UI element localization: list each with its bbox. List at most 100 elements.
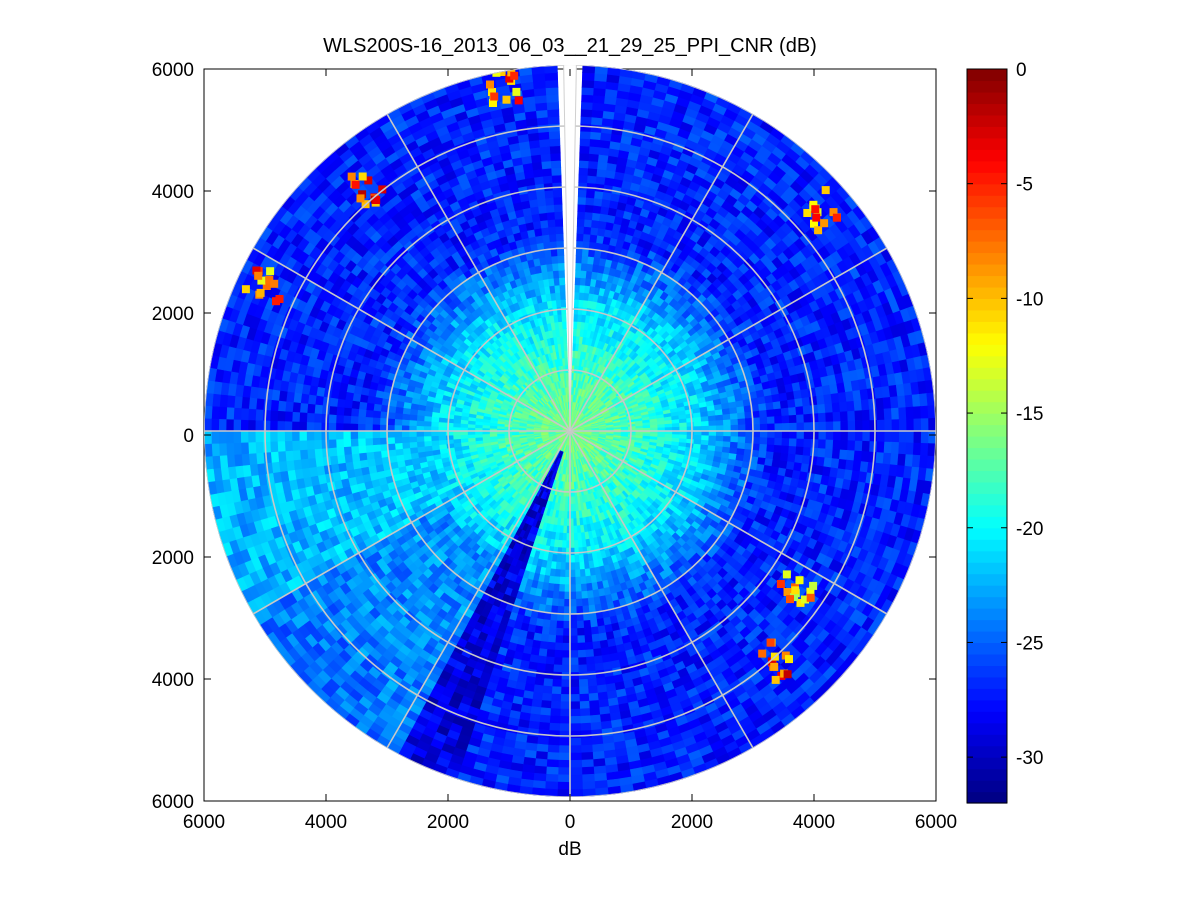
- ppi-cell: [569, 715, 581, 725]
- ppi-cell: [548, 722, 561, 732]
- ppi-cell: [816, 394, 826, 406]
- ppi-cell: [573, 554, 580, 564]
- ppi-cell: [587, 167, 598, 177]
- ppi-cell: [803, 422, 812, 432]
- ppi-cell: [737, 442, 746, 450]
- ppi-cell: [594, 72, 608, 82]
- ppi-cell: [579, 722, 592, 732]
- ppi-cell: [554, 642, 563, 651]
- ppi-cell: [913, 418, 922, 432]
- ppi-cell: [875, 397, 885, 410]
- ppi-cell: [552, 583, 560, 592]
- ppi-cell: [576, 218, 586, 227]
- ppi-cell: [536, 736, 549, 746]
- ppi-cell: [593, 655, 603, 665]
- ppi-cell: [539, 640, 549, 650]
- ppi-cell: [595, 175, 607, 185]
- ppi-cell: [569, 723, 581, 732]
- ppi-cell: [700, 416, 710, 423]
- ppi-cell: [861, 440, 871, 453]
- ppi-cell: [781, 422, 790, 432]
- ppi-cell: [596, 618, 605, 628]
- ppi-cell: [715, 435, 724, 443]
- ppi-cell: [708, 420, 717, 427]
- ppi-cell: [920, 418, 930, 432]
- ppi-cell: [766, 444, 775, 453]
- ppi-cell: [810, 439, 820, 449]
- ppi-cell: [592, 750, 605, 760]
- ppi-cell: [590, 131, 602, 141]
- ppi-cell: [869, 441, 878, 453]
- ppi-cell: [597, 154, 610, 164]
- ppi-cell: [837, 391, 847, 404]
- ppi-cell: [533, 677, 545, 687]
- ppi-cell: [787, 453, 797, 463]
- ppi-cell: [759, 416, 768, 425]
- ppi-cell: [596, 684, 608, 694]
- ppi-cell: [773, 444, 783, 454]
- ppi-cell: [548, 627, 557, 636]
- ppi-cell: [767, 423, 776, 432]
- ppi-cell: [592, 102, 605, 112]
- ppi-cell: [593, 87, 607, 97]
- ppi-cell: [693, 416, 702, 423]
- ppi-cell: [781, 438, 790, 447]
- ppi-cell: [587, 685, 598, 695]
- ppi-cell: [579, 138, 591, 147]
- ppi-cell: [578, 561, 585, 571]
- ppi-field: [204, 65, 936, 797]
- ppi-cell: [552, 664, 563, 673]
- ppi-cell: [559, 562, 566, 571]
- ppi-cell: [825, 421, 834, 432]
- ppi-cell: [833, 430, 842, 441]
- ppi-cell: [543, 670, 554, 680]
- chart-title: WLS200S-16_2013_06_03__21_29_25_PPI_CNR …: [323, 35, 817, 57]
- ppi-cell: [744, 417, 754, 426]
- ppi-cell: [573, 298, 580, 308]
- ppi-cell: [898, 442, 907, 455]
- ppi-cell: [557, 591, 565, 600]
- ppi-cell: [564, 576, 571, 586]
- ppi-cell: [591, 736, 604, 746]
- ppi-cell: [559, 569, 566, 578]
- ppi-cell: [904, 454, 914, 468]
- ppi-cell: [573, 532, 579, 542]
- ppi-cell: [876, 430, 886, 443]
- ppi-cell: [561, 664, 571, 673]
- ppi-cell: [701, 420, 710, 427]
- ppi-cell: [671, 422, 681, 428]
- ppi-cell: [575, 591, 583, 600]
- ppi-cell: [554, 635, 564, 644]
- ppi-cell: [803, 438, 812, 449]
- ppi-cell: [919, 393, 929, 407]
- ppi-cell: [693, 421, 703, 428]
- ppi-cell: [569, 620, 578, 629]
- ppi-cell: [537, 655, 547, 665]
- ppi-cell: [533, 765, 547, 775]
- ppi-cell: [560, 672, 571, 681]
- ppi-cell: [594, 780, 608, 790]
- ppi-cell: [532, 780, 546, 790]
- ppi-cell: [532, 684, 544, 694]
- ppi-cell: [795, 446, 805, 456]
- ppi-cell: [758, 450, 767, 459]
- ppi-cell: [771, 393, 781, 403]
- ppi-cell: [546, 759, 559, 768]
- ppi-cell: [578, 181, 588, 191]
- ppi-cell: [840, 420, 849, 432]
- ppi-cell: [883, 408, 893, 421]
- ppi-cell: [823, 393, 833, 405]
- ppi-cell: [801, 455, 811, 465]
- ppi-cell: [563, 606, 571, 615]
- ppi-cell: [591, 633, 600, 643]
- ppi-cell: [559, 708, 571, 717]
- ppi-cell: [592, 204, 602, 214]
- ppi-cell: [817, 439, 827, 450]
- ppi-cell: [736, 406, 746, 414]
- ppi-cell: [591, 212, 601, 222]
- ppi-cell: [808, 455, 818, 466]
- ppi-cell: [802, 405, 812, 416]
- ppi-cell: [766, 437, 776, 446]
- ppi-cell: [737, 430, 747, 438]
- ppi-cell: [556, 789, 571, 797]
